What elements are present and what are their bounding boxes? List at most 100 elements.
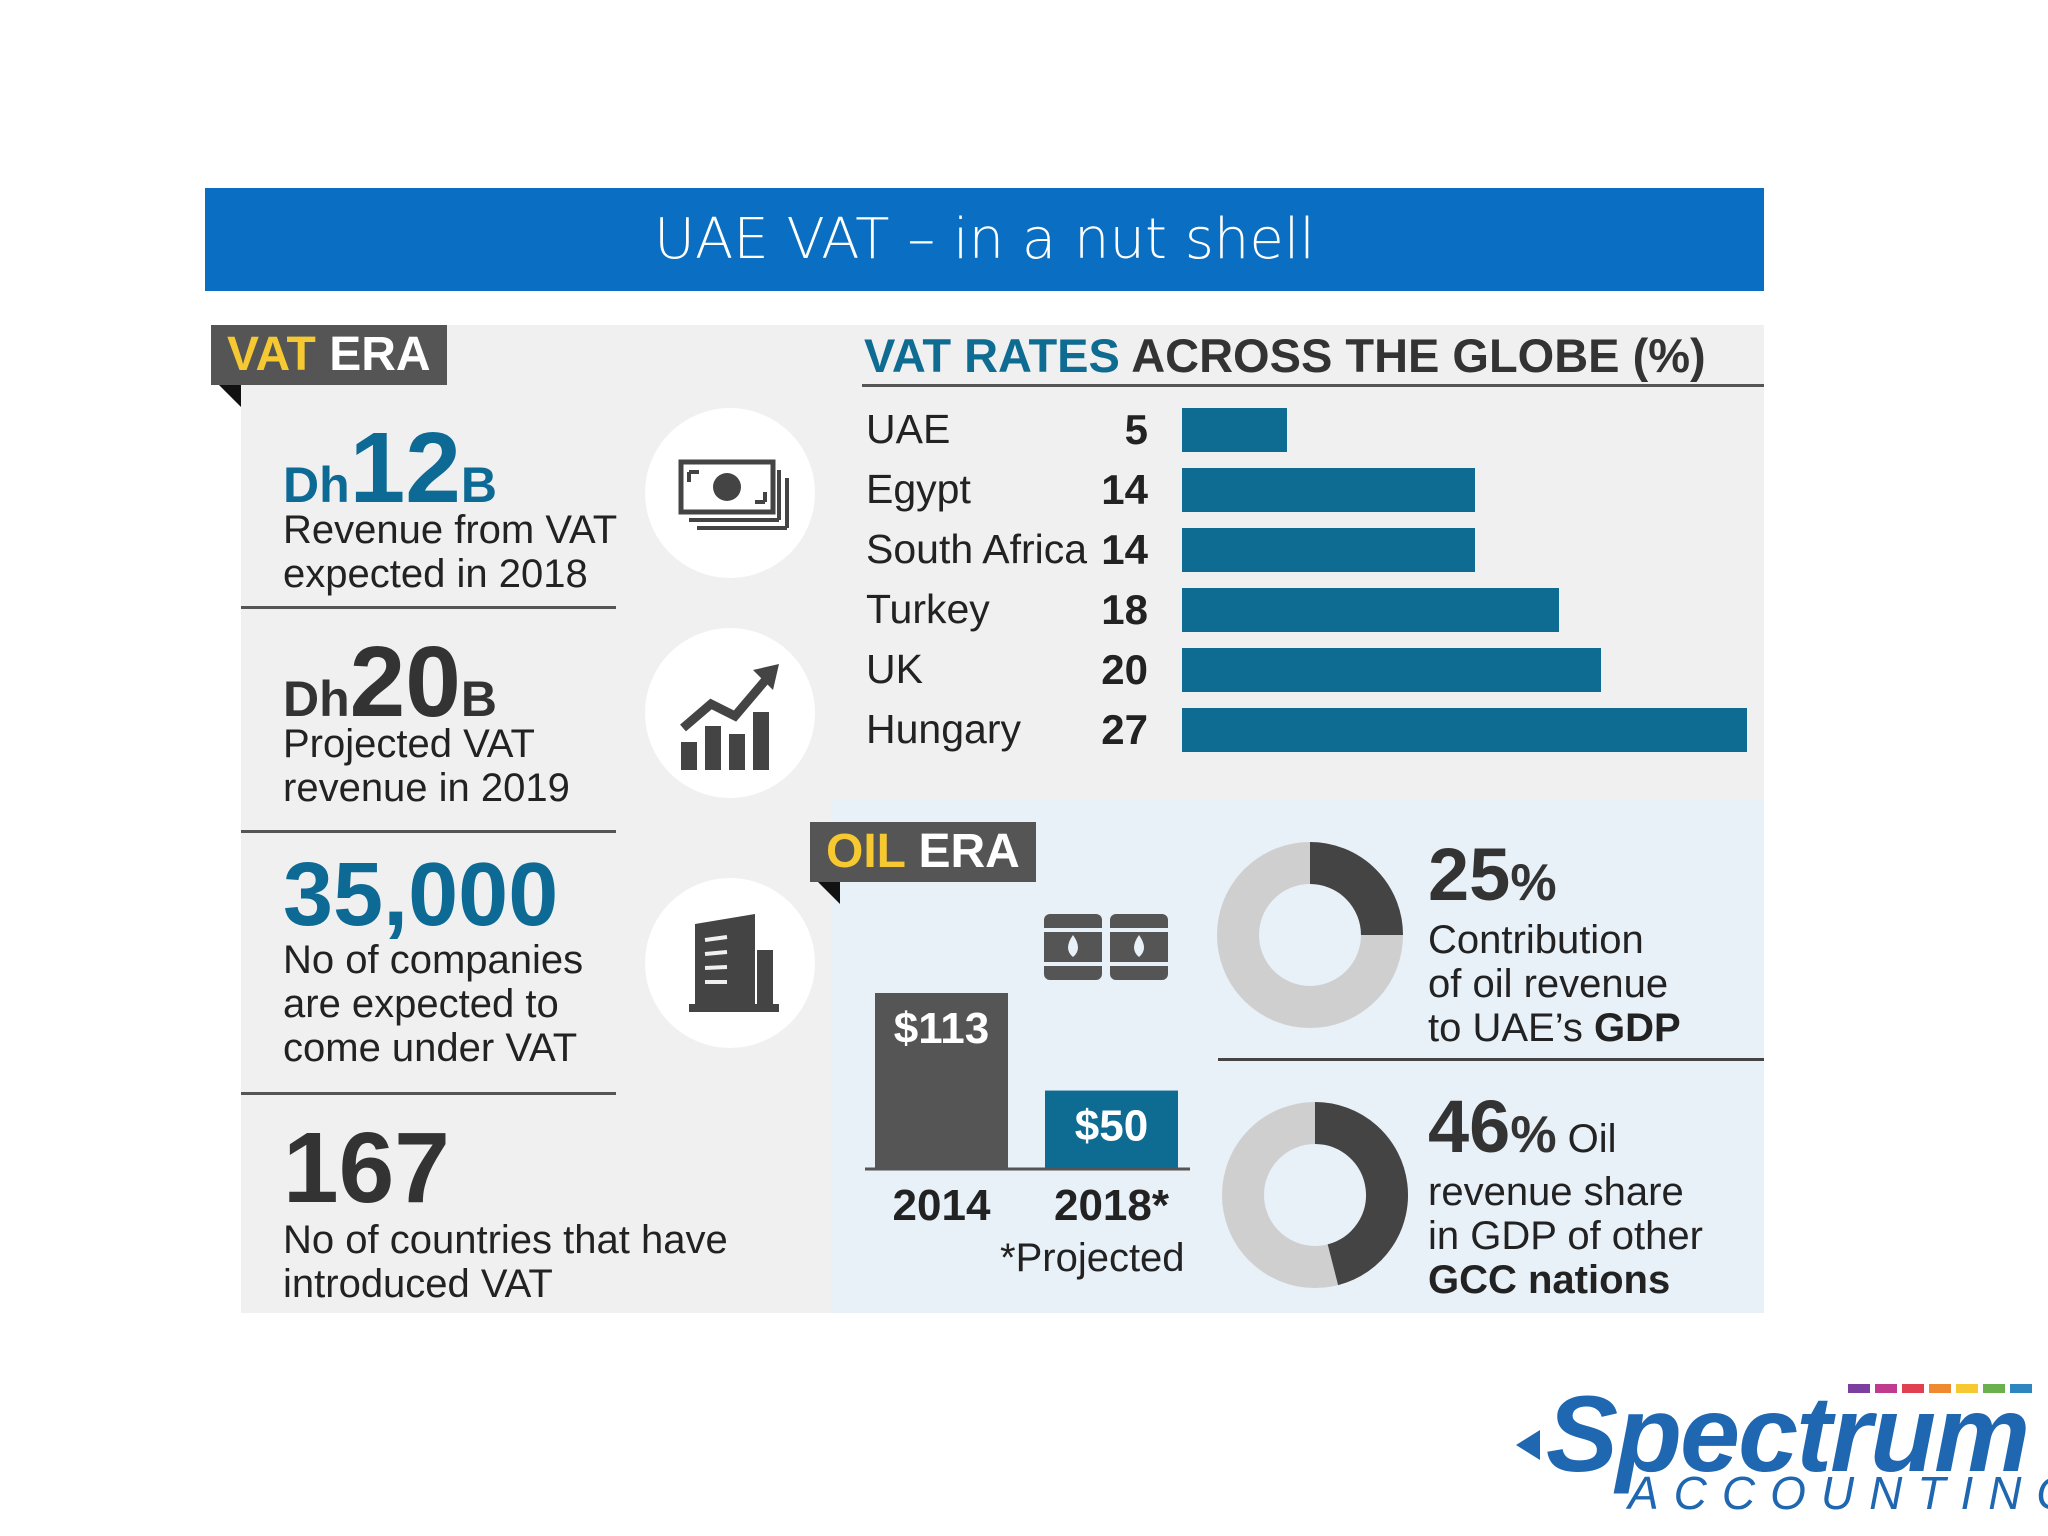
stat-20b-prefix: Dh	[283, 671, 350, 727]
oil-era-tag: OIL ERA	[810, 822, 1036, 882]
stat-20b-suffix: B	[460, 671, 497, 727]
oil-price-bar	[1045, 1090, 1178, 1168]
pct2-word: Oil	[1556, 1117, 1617, 1161]
vat-era-tag-a: VAT	[227, 328, 316, 381]
logo-name: Spectrum	[1546, 1373, 2030, 1494]
stat-20b: Dh20B	[283, 632, 497, 732]
vat-era-tag-b: ERA	[329, 328, 431, 381]
pct1-block: 25% Contribution of oil revenue to UAE’s…	[1428, 838, 1681, 1051]
pct1-line3-bold: GDP	[1594, 1006, 1681, 1050]
stat-20b-line1: Projected VAT	[283, 722, 535, 766]
stat-12b-prefix: Dh	[283, 457, 350, 513]
stat-167-line2: introduced VAT	[283, 1262, 553, 1306]
stat-12b-desc: Revenue from VAT expected in 2018	[283, 508, 617, 596]
vat-rate-bar	[1182, 648, 1601, 692]
stat-35000-line3: come under VAT	[283, 1026, 578, 1070]
stat-35000-line1: No of companies	[283, 938, 584, 982]
vat-rate-country: South Africa	[866, 526, 1088, 572]
vat-era-tag: VAT ERA	[211, 325, 447, 385]
vat-rate-country: UAE	[866, 406, 951, 452]
vat-rate-country: Egypt	[866, 466, 971, 512]
vat-rates-heading: VAT RATES ACROSS THE GLOBE (%)	[864, 328, 1706, 383]
oil-era-tag-a: OIL	[826, 825, 906, 878]
vat-rate-value: 14	[1101, 526, 1148, 573]
donut-oil-uae	[1217, 842, 1403, 1028]
stat-12b-suffix: B	[460, 457, 497, 513]
donut-oil-gcc	[1222, 1102, 1408, 1288]
slide-title: UAE VAT – in a nut shell	[205, 188, 1764, 291]
stat-12b-value: 12	[349, 412, 461, 524]
vat-rate-bar	[1182, 588, 1559, 632]
vat-rate-value: 27	[1101, 706, 1148, 753]
stat-12b: Dh12B	[283, 418, 497, 518]
vat-rates-chart: UAE 5 Egypt 14 South Africa 14 Turkey 18 UK 20 Hun…	[862, 400, 1764, 760]
donut-share	[1314, 1102, 1408, 1286]
stat-20b-desc: Projected VAT revenue in 2019	[283, 722, 570, 810]
vat-rates-heading-a: VAT RATES	[864, 329, 1120, 382]
vat-rate-country: Turkey	[866, 586, 990, 632]
vat-rate-bar	[1182, 708, 1747, 752]
pct2-block: 46% Oil revenue share in GDP of other GC…	[1428, 1090, 1703, 1303]
divider	[241, 830, 616, 833]
spectrum-accounting-logo: Spectrum ACCOUNTING	[1508, 1358, 2048, 1528]
stat-12b-line2: expected in 2018	[283, 552, 588, 596]
divider	[241, 1092, 616, 1095]
vat-rate-bar	[1182, 468, 1475, 512]
vat-rate-country: Hungary	[866, 706, 1021, 752]
logo-stripe	[1875, 1384, 1897, 1393]
vat-rate-value: 14	[1101, 466, 1148, 513]
logo-sub: ACCOUNTING	[1628, 1467, 2048, 1519]
oil-price-chart: $113 2014 $50 2018*	[865, 993, 1190, 1230]
logo-stripe	[2010, 1384, 2032, 1393]
logo-arrow-icon	[1516, 1430, 1540, 1460]
logo-stripe	[1929, 1384, 1951, 1393]
pct1-value: 25	[1428, 833, 1511, 916]
building-icon-circle	[645, 878, 815, 1048]
building-icon	[689, 914, 779, 1012]
oil-price-label: $113	[894, 1004, 989, 1053]
logo-stripe	[1902, 1384, 1924, 1393]
vat-rate-row: South Africa 14	[862, 520, 1764, 580]
vat-era-tag-fold	[219, 385, 241, 407]
pct1-line1: Contribution	[1428, 918, 1644, 962]
oil-footnote: *Projected	[1000, 1236, 1185, 1280]
stat-12b-line1: Revenue from VAT	[283, 508, 618, 552]
pct2-line3: GCC nations	[1428, 1258, 1671, 1302]
vat-rate-bar	[1182, 408, 1287, 452]
logo-stripe	[1983, 1384, 2005, 1393]
pct2-line1: revenue share	[1428, 1170, 1684, 1214]
oil-era-tag-fold	[818, 882, 840, 904]
oil-era-tag-b: ERA	[918, 825, 1020, 878]
vat-rate-country: UK	[866, 646, 923, 692]
money-icon-circle	[645, 408, 815, 578]
vat-rate-value: 18	[1101, 586, 1148, 633]
stat-20b-line2: revenue in 2019	[283, 766, 570, 810]
growth-chart-icon	[680, 664, 779, 770]
vat-rates-heading-b: ACROSS THE GLOBE (%)	[1131, 329, 1706, 382]
growth-chart-icon-circle	[645, 628, 815, 798]
stat-167-line1: No of countries that have	[283, 1218, 728, 1262]
vat-rate-row: UAE 5	[862, 400, 1764, 460]
oil-barrels-icon	[1044, 914, 1168, 980]
logo-stripe	[1956, 1384, 1978, 1393]
pct1-line2: of oil revenue	[1428, 962, 1669, 1006]
pct1-line3: to UAE’s	[1428, 1006, 1594, 1050]
donut-share	[1309, 842, 1403, 936]
oil-year-label: 2018*	[1054, 1181, 1170, 1230]
vat-rate-value: 5	[1124, 406, 1148, 453]
pct2-line2: in GDP of other	[1428, 1214, 1703, 1258]
oil-price-bar	[875, 993, 1008, 1168]
oil-year-label: 2014	[893, 1181, 991, 1230]
stat-35000-value: 35,000	[283, 845, 559, 945]
money-icon	[678, 459, 789, 530]
vat-rate-bar	[1182, 528, 1475, 572]
vat-rate-row: Hungary 27	[862, 700, 1764, 760]
stat-167-desc: No of countries that have introduced VAT	[283, 1218, 728, 1306]
vat-rate-row: Egypt 14	[862, 460, 1764, 520]
stat-167-value: 167	[283, 1112, 450, 1224]
stat-35000-line2: are expected to	[283, 982, 559, 1026]
vat-rate-row: UK 20	[862, 640, 1764, 700]
stat-20b-value: 20	[349, 626, 461, 738]
pct2-value: 46	[1428, 1085, 1511, 1168]
vat-rate-row: Turkey 18	[862, 580, 1764, 640]
